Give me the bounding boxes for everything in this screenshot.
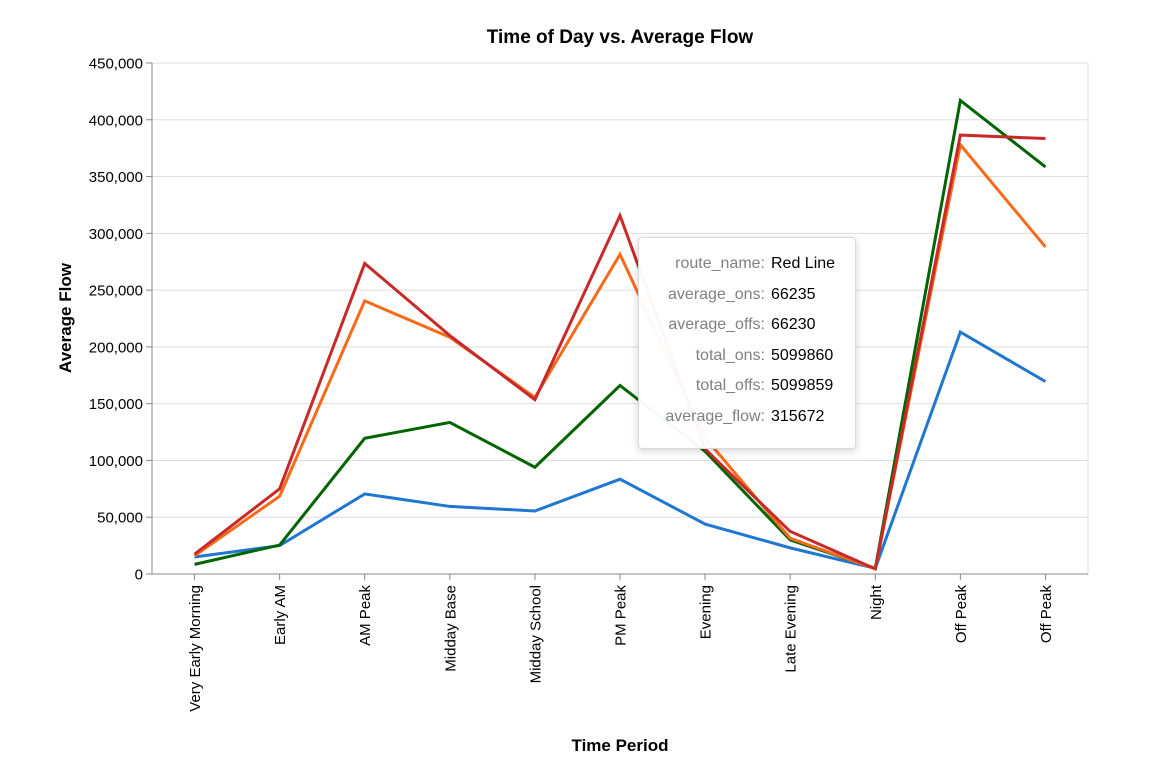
tooltip-row-average-flow: average_flow: 315672 <box>651 402 843 433</box>
x-tick-label: Midday School <box>527 585 544 683</box>
y-tick-label: 250,000 <box>89 283 143 300</box>
tooltip-value: Red Line <box>771 255 836 273</box>
gridlines <box>152 62 1089 575</box>
y-tick-label: 350,000 <box>89 169 143 186</box>
tooltip-value: 5099859 <box>771 377 834 395</box>
x-tick-label: Very Early Morning <box>187 585 204 712</box>
tooltip-value: 315672 <box>771 407 825 425</box>
tooltip-row-average-offs: average_offs: 66230 <box>651 310 843 341</box>
x-tick-label: Off Peak <box>1038 585 1055 644</box>
x-tick-label: PM Peak <box>613 585 630 646</box>
axes: 0 50,000 100,000 150,000 200,000 250,000 300,0… <box>89 56 1088 712</box>
x-tick-label: AM Peak <box>357 585 374 646</box>
tooltip-key: average_offs: <box>668 316 765 334</box>
y-tick-label: 150,000 <box>89 396 143 413</box>
y-tick-label: 50,000 <box>97 510 143 527</box>
x-tick-label: Late Evening <box>783 585 800 673</box>
series-line-1 <box>194 329 1047 571</box>
x-tick-label: Night <box>868 584 885 620</box>
y-axis-title: Average Flow <box>56 262 75 373</box>
tooltip-value: 66230 <box>771 316 816 334</box>
x-tick-label: Midday Base <box>442 585 459 672</box>
y-tick-label: 200,000 <box>89 339 143 356</box>
hover-tooltip: route_name: Red Line average_ons: 66235 … <box>638 237 856 449</box>
tooltip-key: total_offs: <box>695 377 765 395</box>
tooltip-row-route-name: route_name: Red Line <box>651 249 843 280</box>
tooltip-key: route_name: <box>675 255 765 273</box>
y-tick-label: 300,000 <box>89 226 143 243</box>
x-axis-title: Time Period <box>572 736 669 755</box>
chart-title: Time of Day vs. Average Flow <box>487 27 754 48</box>
series-line-2 <box>194 97 1047 571</box>
tooltip-value: 66235 <box>771 285 816 303</box>
x-tick-label: Off Peak <box>953 585 970 644</box>
y-tick-label: 0 <box>135 567 143 584</box>
tooltip-key: average_flow: <box>665 407 765 425</box>
series-lines <box>193 97 1047 572</box>
series-line-4 <box>193 133 1046 572</box>
y-tick-label: 400,000 <box>89 112 143 129</box>
tooltip-row-average-ons: average_ons: 66235 <box>651 280 843 311</box>
y-tick-label: 450,000 <box>89 56 143 73</box>
x-tick-label: Evening <box>698 585 715 639</box>
tooltip-row-total-offs: total_offs: 5099859 <box>651 371 843 402</box>
tooltip-value: 5099860 <box>771 346 834 364</box>
tooltip-key: average_ons: <box>668 285 765 303</box>
y-tick-label: 100,000 <box>89 453 143 470</box>
tooltip-row-total-ons: total_ons: 5099860 <box>651 341 843 372</box>
x-tick-label: Early AM <box>272 585 289 645</box>
tooltip-key: total_ons: <box>695 346 765 364</box>
